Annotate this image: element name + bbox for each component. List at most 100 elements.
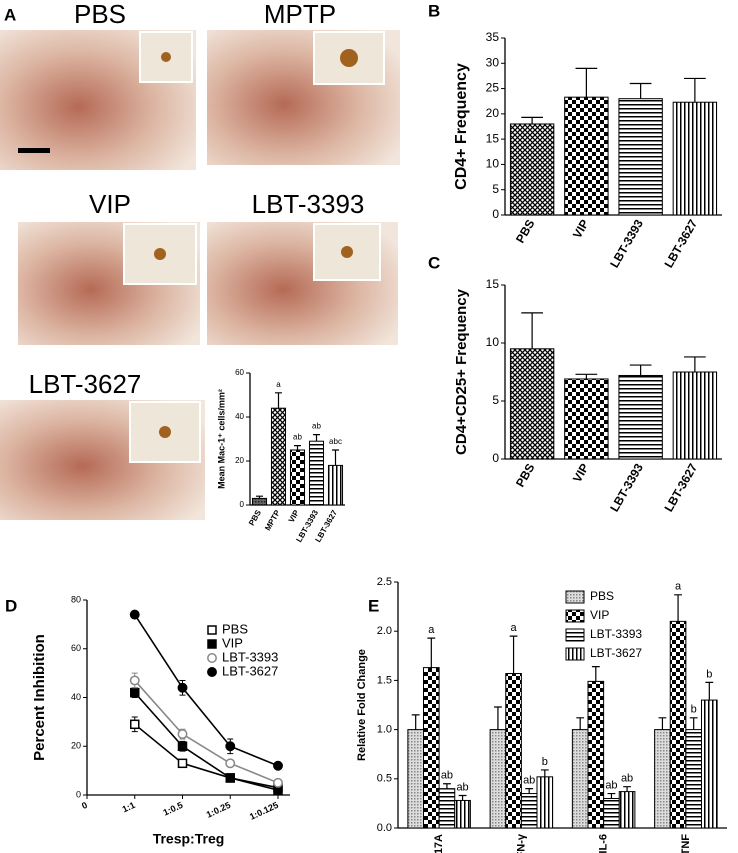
error-bar <box>274 392 283 409</box>
bar <box>454 799 471 829</box>
bar <box>571 729 589 829</box>
error-bar <box>331 449 340 466</box>
error-bar <box>591 666 600 682</box>
bar <box>520 793 538 829</box>
marker <box>129 675 140 686</box>
y-tick-label: 5 <box>492 182 499 196</box>
error-bar <box>674 594 682 622</box>
y-tick-label: 0.0 <box>377 822 392 834</box>
x-tick-label: 1:1 <box>121 800 137 815</box>
bar <box>509 348 555 460</box>
y-tick-label: 60 <box>71 643 81 653</box>
bar <box>489 729 507 829</box>
y-tick-label: 1.5 <box>377 674 392 686</box>
y-tick-label: 20 <box>486 106 500 120</box>
bar <box>308 440 325 506</box>
y-axis-label: Percent Inhibition <box>31 634 48 761</box>
y-tick-label: 40 <box>235 412 244 421</box>
bar <box>564 378 609 460</box>
error-bar <box>525 788 534 794</box>
bar <box>672 371 718 460</box>
bar <box>438 788 456 829</box>
error-bar <box>607 792 616 799</box>
x-tick-label: PBS <box>247 508 263 527</box>
legend-label: LBT-3393 <box>590 627 642 641</box>
error-bar <box>629 364 652 376</box>
y-tick-label: 15 <box>486 277 500 291</box>
bar <box>618 791 636 829</box>
error-bar <box>684 356 706 372</box>
bar <box>685 729 703 829</box>
annotation: a <box>276 380 281 389</box>
panel-letter: E <box>368 596 379 615</box>
bar <box>564 96 609 216</box>
bar <box>270 407 287 506</box>
annotation: ab <box>605 779 617 791</box>
bar <box>407 729 424 829</box>
x-tick-label: 1:0.125 <box>248 800 280 822</box>
error-bar <box>575 67 598 98</box>
legend-label: PBS <box>590 589 614 603</box>
y-tick-label: 0 <box>240 500 245 509</box>
y-tick-label: 35 <box>486 30 500 44</box>
legend-label: LBT-3627 <box>222 663 278 678</box>
x-tick-label: VIP <box>570 217 592 241</box>
y-tick-label: 0 <box>76 789 81 799</box>
annotation: ab <box>621 773 633 785</box>
legend-marker <box>207 625 217 635</box>
annotation: ab <box>441 770 453 782</box>
y-tick-label: 20 <box>235 456 244 465</box>
annotation: ab <box>293 433 302 442</box>
marker <box>130 687 140 698</box>
error-bar <box>443 783 451 789</box>
error-bar <box>658 717 667 730</box>
x-tick-label: IFN-γ <box>515 833 527 853</box>
annotation: b <box>706 668 712 680</box>
legend-swatch <box>565 647 585 661</box>
annotation: ab <box>523 775 535 787</box>
x-tick-label: MPTP <box>263 508 282 532</box>
image-label: VIP <box>89 189 131 219</box>
bar <box>701 699 718 829</box>
marker <box>177 758 188 769</box>
x-tick-label: 1:0.25 <box>205 800 232 820</box>
error-bar <box>629 82 652 99</box>
image-label: PBS <box>74 0 126 29</box>
bar <box>327 464 344 506</box>
panel-letter: A <box>4 5 16 24</box>
legend-marker <box>207 653 217 663</box>
image-label: LBT-3393 <box>252 189 365 219</box>
bar <box>509 123 555 216</box>
y-tick-label: 0 <box>492 451 499 465</box>
y-tick-label: 25 <box>486 81 500 95</box>
error-bar <box>411 714 420 730</box>
error-bar <box>705 681 714 701</box>
x-tick-label: LBT-3393 <box>607 217 646 270</box>
y-tick-label: 1.0 <box>377 724 392 736</box>
y-tick-label: 2.0 <box>377 625 392 637</box>
y-axis-label: CD4+CD25+ Frequency <box>453 288 470 455</box>
bar <box>618 98 663 216</box>
x-axis-label: Tresp:Treg <box>153 831 225 847</box>
y-tick-label: 15 <box>486 131 500 145</box>
x-tick-label: IL-17A <box>433 834 445 853</box>
y-tick-label: 80 <box>71 594 81 604</box>
y-tick-label: 60 <box>235 368 244 377</box>
marker <box>177 729 188 740</box>
bar <box>587 680 605 829</box>
bar <box>251 497 268 506</box>
scale-bar <box>18 148 50 153</box>
marker <box>225 741 236 752</box>
annotation: ab <box>456 781 468 793</box>
error-bar <box>427 637 436 668</box>
panel-letter: B <box>428 1 440 20</box>
annotation: b <box>542 756 548 768</box>
legend-label: VIP <box>590 608 609 622</box>
marker <box>130 719 140 730</box>
marker <box>177 741 188 751</box>
micrographs: A PBS MPTP VIP LBT-3393 LBT-3627 <box>0 0 400 520</box>
x-tick-label: TNF <box>680 834 692 853</box>
y-axis-label: Relative Fold Change <box>356 649 368 761</box>
legend-swatch <box>565 609 585 623</box>
